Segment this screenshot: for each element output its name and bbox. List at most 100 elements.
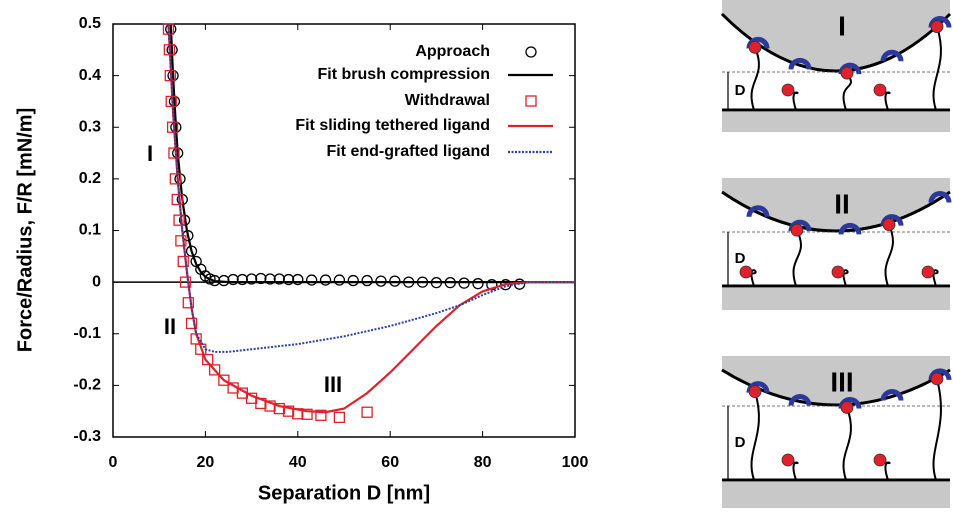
data-point — [169, 173, 182, 185]
data-point — [361, 406, 373, 418]
data-point — [333, 411, 346, 424]
receptor — [928, 191, 952, 203]
ligand — [831, 265, 845, 279]
data-point — [173, 214, 185, 226]
receptor — [838, 222, 862, 235]
ligand — [781, 453, 795, 467]
data-point — [486, 279, 498, 291]
ligand — [873, 453, 887, 467]
chain — [932, 26, 942, 111]
ligand — [921, 265, 935, 279]
ligand — [739, 265, 753, 279]
data-point — [204, 273, 216, 285]
data-point — [292, 273, 304, 286]
data-point — [166, 121, 179, 133]
y-tick-label: -0.3 — [73, 428, 101, 445]
data-point — [273, 402, 285, 415]
substrate — [722, 482, 950, 508]
series-line — [169, 24, 575, 284]
ligand — [930, 372, 944, 386]
data-point — [264, 400, 276, 412]
legend-marker — [525, 95, 537, 107]
y-tick-label: 0.2 — [79, 170, 101, 187]
diagram: D III — [721, 356, 952, 508]
y-tick-label: 0.4 — [79, 67, 101, 84]
legend-label: Withdrawal — [405, 92, 490, 109]
ligand — [930, 20, 944, 33]
x-tick-label: 20 — [197, 454, 215, 471]
data-point — [472, 278, 484, 290]
x-tick-label: 60 — [381, 454, 399, 471]
annotation: I — [147, 141, 153, 166]
annotation: III — [324, 372, 342, 397]
data-point — [171, 193, 183, 206]
data-point — [177, 255, 189, 268]
ligand — [840, 401, 854, 414]
ligand — [873, 83, 887, 97]
data-point — [185, 317, 198, 330]
data-point — [245, 273, 258, 285]
x-axis-label: Separation D [nm] — [258, 482, 430, 504]
x-tick-label: 100 — [562, 454, 589, 471]
chain — [842, 407, 852, 481]
data-point — [255, 272, 267, 285]
legend-label: Fit sliding tethered ligand — [295, 117, 490, 134]
data-point — [301, 408, 313, 420]
data-point — [182, 297, 194, 309]
data-point — [333, 274, 346, 286]
y-tick-label: 0.3 — [79, 118, 101, 135]
y-tick-label: -0.2 — [73, 377, 101, 394]
chain — [932, 378, 942, 481]
legend-marker — [525, 46, 537, 58]
cap — [722, 0, 950, 71]
distance-label: D — [735, 434, 746, 451]
chain — [750, 46, 760, 111]
ligand — [882, 218, 896, 231]
data-point — [236, 273, 249, 286]
x-tick-label: 40 — [289, 454, 307, 471]
data-point — [218, 374, 230, 386]
receptor — [880, 49, 904, 62]
diagram: D II — [721, 178, 952, 310]
legend-label: Fit brush compression — [318, 66, 490, 83]
diagram: DI — [720, 0, 952, 132]
receptor — [746, 205, 770, 218]
x-tick-label: 80 — [474, 454, 492, 471]
data-point — [282, 273, 295, 286]
diagram-label: I — [838, 10, 846, 41]
y-tick-label: 0.5 — [79, 15, 101, 32]
data-point — [227, 273, 239, 286]
data-point — [168, 147, 180, 159]
data-point — [347, 274, 359, 287]
y-tick-label: -0.1 — [73, 325, 101, 342]
x-tick-label: 0 — [109, 454, 118, 471]
receptor — [880, 389, 904, 401]
series-line — [167, 24, 575, 353]
data-point — [315, 409, 327, 421]
ligand — [840, 66, 854, 80]
data-point — [306, 274, 318, 286]
data-point — [319, 274, 332, 286]
receptor — [788, 57, 812, 70]
diagram-label: II — [834, 188, 850, 219]
y-axis-label: Force/Radius, F/R [mN/m] — [14, 108, 36, 352]
chain — [750, 391, 760, 481]
chain — [792, 229, 802, 287]
legend-label: Fit end-grafted ligand — [326, 143, 490, 160]
data-point — [273, 273, 285, 285]
diagram-label: III — [830, 366, 853, 397]
y-tick-label: 0.1 — [79, 222, 101, 239]
ligand — [748, 385, 762, 399]
substrate — [722, 112, 950, 132]
distance-label: D — [735, 82, 746, 99]
annotation: II — [164, 314, 176, 339]
ligand — [781, 83, 795, 97]
chain — [884, 224, 894, 287]
receptor — [788, 394, 812, 406]
data-point — [202, 353, 214, 366]
data-point — [264, 273, 276, 285]
ligand — [748, 40, 762, 54]
data-point — [282, 405, 295, 417]
substrate — [722, 288, 950, 310]
y-tick-label: 0 — [92, 273, 101, 290]
